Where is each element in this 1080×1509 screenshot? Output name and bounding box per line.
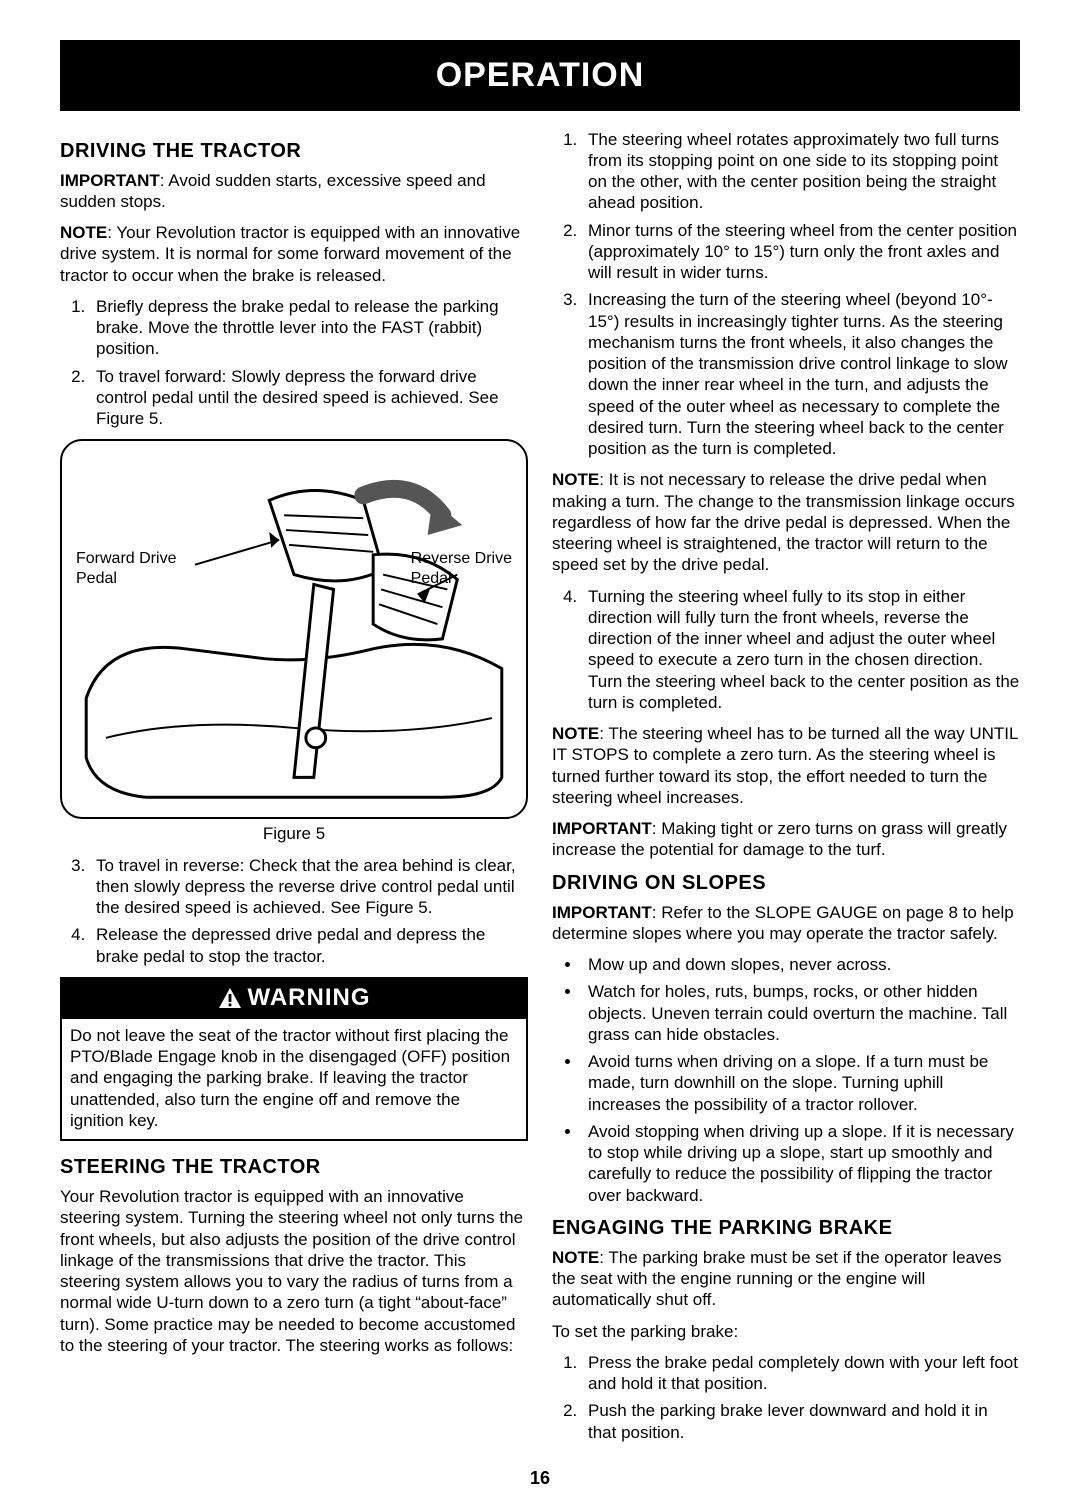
figure-5-box: Forward Drive Pedal Reverse Drive Pedal	[60, 439, 528, 819]
steering-paragraph: Your Revolution tractor is equipped with…	[60, 1186, 528, 1356]
fig-label-text: Reverse Drive	[411, 550, 512, 567]
list-item: Release the depressed drive pedal and de…	[90, 924, 528, 967]
note-text: : The parking brake must be set if the o…	[552, 1248, 1001, 1310]
fig-label-text: Pedal	[411, 570, 452, 587]
note-label: NOTE	[552, 1248, 599, 1267]
pedal-diagram-icon	[62, 441, 526, 817]
list-item: Press the brake pedal completely down wi…	[582, 1352, 1020, 1395]
list-item: Push the parking brake lever downward an…	[582, 1400, 1020, 1443]
list-item: Avoid turns when driving on a slope. If …	[582, 1051, 1020, 1115]
page-number: 16	[60, 1467, 1020, 1490]
figure-label-reverse: Reverse Drive Pedal	[411, 549, 512, 589]
note-label: NOTE	[60, 223, 107, 242]
heading-parking-brake: ENGAGING THE PARKING BRAKE	[552, 1216, 1020, 1241]
warning-banner: WARNING	[60, 977, 528, 1019]
note-drive-system: NOTE: Your Revolution tractor is equippe…	[60, 222, 528, 286]
left-column: DRIVING THE TRACTOR IMPORTANT: Avoid sud…	[60, 129, 528, 1453]
note-text: : It is not necessary to release the dri…	[552, 470, 1015, 574]
fig-label-text: Forward Drive	[76, 550, 176, 567]
important-slope-gauge: IMPORTANT: Refer to the SLOPE GAUGE on p…	[552, 902, 1020, 945]
note-parking-brake: NOTE: The parking brake must be set if t…	[552, 1247, 1020, 1311]
heading-driving-tractor: DRIVING THE TRACTOR	[60, 139, 528, 164]
heading-slopes: DRIVING ON SLOPES	[552, 871, 1020, 896]
list-item: Increasing the turn of the steering whee…	[582, 289, 1020, 459]
note-label: NOTE	[552, 724, 599, 743]
driving-steps-a: Briefly depress the brake pedal to relea…	[90, 296, 528, 430]
important-label: IMPORTANT	[552, 903, 652, 922]
steering-steps-1-3: The steering wheel rotates approximately…	[582, 129, 1020, 460]
brake-steps: Press the brake pedal completely down wi…	[582, 1352, 1020, 1443]
important-label: IMPORTANT	[552, 819, 652, 838]
note-zero-turn: NOTE: The steering wheel has to be turne…	[552, 723, 1020, 808]
steering-step-4: Turning the steering wheel fully to its …	[582, 586, 1020, 714]
slope-bullets: Mow up and down slopes, never across. Wa…	[582, 954, 1020, 1206]
list-item: Watch for holes, ruts, bumps, rocks, or …	[582, 981, 1020, 1045]
list-item: Briefly depress the brake pedal to relea…	[90, 296, 528, 360]
list-item: Avoid stopping when driving up a slope. …	[582, 1121, 1020, 1206]
note-text: : The steering wheel has to be turned al…	[552, 724, 1018, 807]
two-column-layout: DRIVING THE TRACTOR IMPORTANT: Avoid sud…	[60, 129, 1020, 1453]
note-text: : Your Revolution tractor is equipped wi…	[60, 223, 520, 285]
important-label: IMPORTANT	[60, 171, 160, 190]
driving-steps-b: To travel in reverse: Check that the are…	[90, 855, 528, 967]
right-column: The steering wheel rotates approximately…	[552, 129, 1020, 1453]
important-driving: IMPORTANT: Avoid sudden starts, excessiv…	[60, 170, 528, 213]
list-item: Minor turns of the steering wheel from t…	[582, 220, 1020, 284]
list-item: Mow up and down slopes, never across.	[582, 954, 1020, 975]
warning-title: WARNING	[248, 984, 371, 1011]
list-item: The steering wheel rotates approximately…	[582, 129, 1020, 214]
figure-caption: Figure 5	[60, 823, 528, 844]
fig-label-text: Pedal	[76, 570, 117, 587]
note-drive-pedal: NOTE: It is not necessary to release the…	[552, 469, 1020, 575]
warning-triangle-icon	[218, 987, 242, 1009]
important-turf: IMPORTANT: Making tight or zero turns on…	[552, 818, 1020, 861]
note-label: NOTE	[552, 470, 599, 489]
warning-body: Do not leave the seat of the tractor wit…	[60, 1019, 528, 1141]
figure-label-forward: Forward Drive Pedal	[76, 549, 176, 589]
list-item: To travel forward: Slowly depress the fo…	[90, 366, 528, 430]
operation-banner: OPERATION	[60, 40, 1020, 111]
list-item: To travel in reverse: Check that the are…	[90, 855, 528, 919]
heading-steering: STEERING THE TRACTOR	[60, 1155, 528, 1180]
brake-lead: To set the parking brake:	[552, 1321, 1020, 1342]
list-item: Turning the steering wheel fully to its …	[582, 586, 1020, 714]
